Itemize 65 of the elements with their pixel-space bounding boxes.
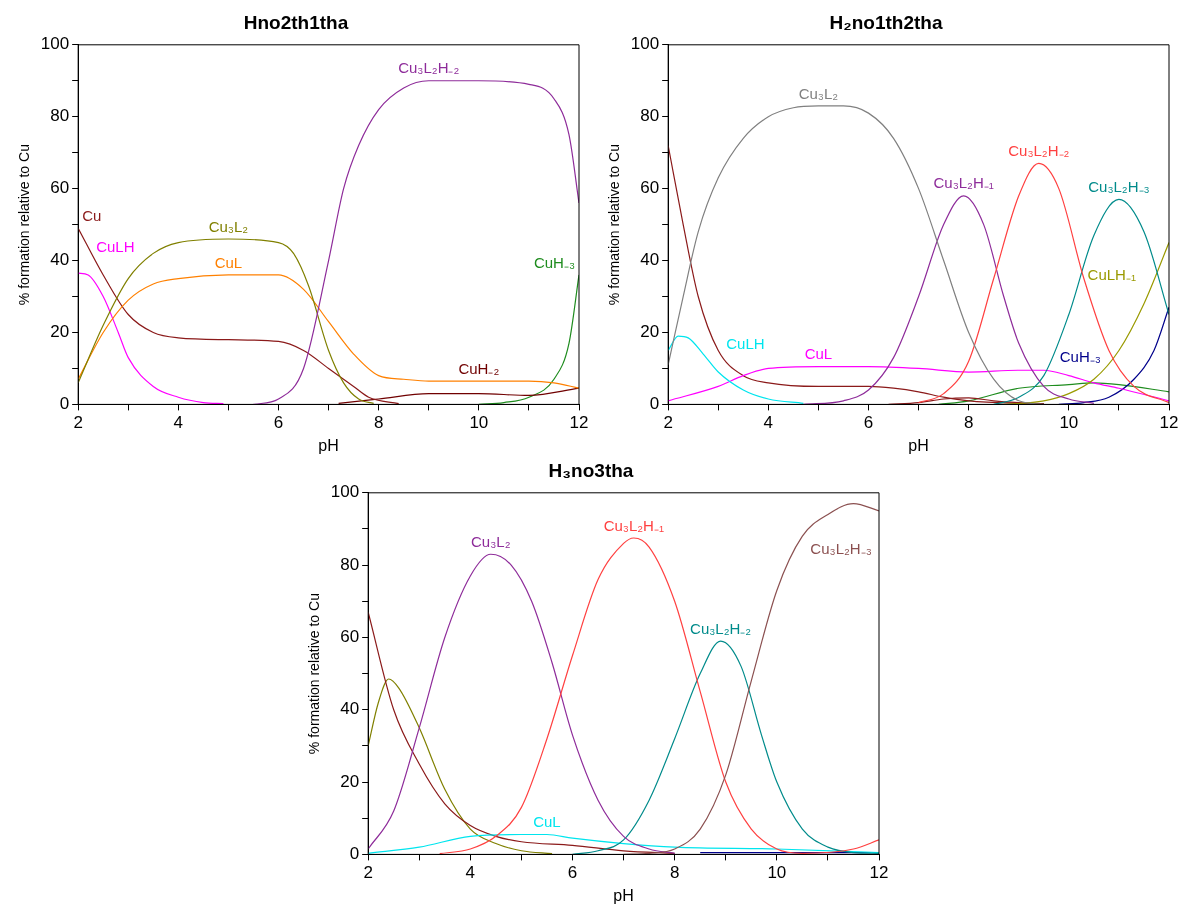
x-tick-label: 8 [373, 413, 384, 433]
series-label: Cu₃L₂H₋₂ [398, 59, 460, 77]
y-tick-label: 20 [340, 771, 360, 791]
x-tick-label: 10 [767, 863, 787, 883]
chart-title: H₃no3tha [548, 459, 634, 481]
x-tick-label: 12 [1159, 413, 1179, 433]
y-tick-label: 40 [340, 699, 360, 719]
series-label: CuL [214, 253, 243, 271]
y-tick-label: 0 [59, 394, 70, 414]
x-tick-label: 10 [469, 413, 489, 433]
x-tick-label: 8 [963, 413, 974, 433]
y-tick-label: 40 [50, 250, 70, 270]
series-label: Cu₃L₂H₋₃ [810, 539, 872, 557]
series-label: CuH₋₃ [533, 253, 576, 271]
series-label: Cu₃L₂ [471, 532, 511, 550]
x-tick-label: 6 [863, 413, 874, 433]
series-label: Cu₃L₂H₋₂ [690, 619, 752, 637]
x-tick-label: 12 [569, 413, 589, 433]
y-tick-label: 0 [349, 844, 360, 864]
x-tick-label: 2 [73, 413, 83, 433]
y-tick-label: 60 [50, 178, 70, 198]
y-tick-label: 60 [340, 627, 360, 647]
chart-title: H₂no1th2tha [829, 11, 943, 33]
x-tick-label: 4 [465, 863, 476, 883]
series-label: Cu₃L₂ [208, 217, 249, 235]
text: CuH₋₃ [1059, 347, 1101, 365]
series-label: Cu₃L₂H₋₁ [603, 516, 664, 534]
series-label: Cu [82, 206, 102, 224]
series-label: CuLH [96, 237, 135, 255]
y-axis-title: % formation relative to Cu [16, 144, 33, 306]
y-tick-label: 20 [50, 322, 70, 342]
series-label: Cu₃L₂ [798, 84, 839, 102]
series-label: Cu₃L₂H₋₂ [1008, 142, 1070, 160]
series-label: CuL [533, 813, 561, 831]
chart-title: Hno2th1tha [243, 11, 349, 33]
x-axis-title: pH [318, 436, 339, 454]
series-label: Cu₃L₂H₋₃ [1088, 178, 1150, 196]
y-tick-label: 80 [340, 554, 360, 574]
series-label: Cu₃L₂H₋₁ [933, 174, 994, 192]
y-tick-label: 20 [640, 322, 660, 342]
y-tick-label: 100 [40, 34, 70, 54]
x-axis-title: pH [613, 886, 634, 904]
series-label: CuL [804, 345, 833, 363]
series-label: CuLH₋₁ [1087, 266, 1136, 284]
y-tick-label: 100 [330, 482, 360, 502]
x-tick-label: 4 [763, 413, 774, 433]
y-tick-label: 60 [640, 178, 660, 198]
series-label: CuLH [726, 334, 765, 352]
y-tick-label: 80 [50, 106, 70, 126]
x-tick-label: 4 [173, 413, 184, 433]
y-tick-label: 100 [630, 34, 660, 54]
y-axis-title: % formation relative to Cu [606, 144, 623, 306]
x-axis-title: pH [908, 436, 929, 454]
series-label: CuH₋₂ [458, 360, 500, 378]
x-tick-label: 2 [663, 413, 673, 433]
y-axis-title: % formation relative to Cu [306, 593, 323, 755]
y-tick-label: 40 [640, 250, 660, 270]
x-tick-label: 8 [669, 863, 680, 883]
y-tick-label: 80 [640, 106, 660, 126]
x-tick-label: 6 [273, 413, 284, 433]
x-tick-label: 10 [1059, 413, 1079, 433]
x-tick-label: 12 [869, 863, 889, 883]
y-tick-label: 0 [649, 394, 660, 414]
x-tick-label: 2 [363, 863, 373, 883]
x-tick-label: 6 [567, 863, 578, 883]
